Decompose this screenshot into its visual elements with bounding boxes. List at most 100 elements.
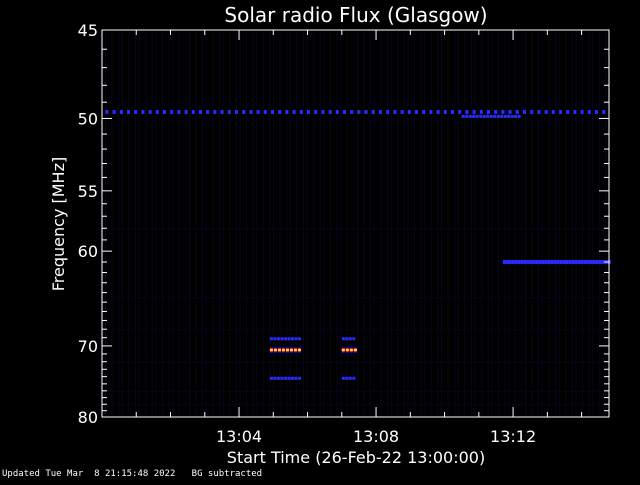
signal-dot — [530, 110, 534, 114]
signal-dot — [341, 376, 345, 380]
signal-dot — [508, 110, 512, 114]
chart-title: Solar radio Flux (Glasgow) — [224, 3, 487, 27]
background-streak — [397, 32, 399, 415]
background-streak — [558, 32, 560, 415]
background-band — [103, 329, 608, 331]
background-streak — [538, 32, 540, 415]
background-streak — [195, 32, 197, 415]
signal-dot — [515, 110, 519, 114]
background-streak — [592, 32, 594, 415]
signal-dot — [472, 114, 476, 118]
signal-dot — [352, 376, 356, 380]
signal-dot — [562, 260, 566, 264]
background-streak — [541, 32, 543, 415]
signal-dot — [451, 110, 454, 114]
background-streak — [481, 32, 483, 415]
signal-dot — [292, 110, 296, 114]
signal-dot — [119, 110, 123, 114]
signal-dot — [461, 114, 465, 118]
signal-dot — [520, 260, 524, 264]
background-streak — [313, 32, 315, 415]
signal-dot — [553, 260, 557, 264]
signal-dot — [422, 110, 426, 114]
background-streak — [370, 32, 372, 415]
background-streak — [273, 32, 274, 415]
background-streak — [571, 32, 573, 415]
signal-dot — [550, 260, 554, 264]
signal-dot — [280, 337, 284, 341]
y-tick-label: 70 — [78, 337, 98, 356]
signal-dot — [580, 260, 584, 264]
background-streak — [178, 32, 180, 415]
background-streak — [151, 32, 153, 415]
signal-dot — [105, 110, 109, 114]
background-streak — [279, 32, 281, 415]
signal-dot — [134, 110, 138, 114]
background-streak — [229, 32, 231, 415]
background-streak — [303, 32, 304, 415]
background-streak — [262, 32, 264, 415]
burst-pixel — [341, 349, 345, 351]
background-streak — [498, 32, 499, 415]
signal-dot — [500, 114, 504, 118]
bg-note: BG subtracted — [191, 469, 263, 479]
signal-dot — [486, 114, 490, 118]
background-streak — [145, 32, 147, 415]
signal-dot — [271, 110, 274, 114]
signal-dot — [348, 376, 352, 380]
signal-dot — [511, 260, 515, 264]
signal-dot — [170, 110, 174, 114]
signal-dot — [127, 110, 130, 114]
signal-dot — [489, 114, 493, 118]
signal-dot — [407, 110, 411, 114]
x-tick-label: 13:08 — [353, 427, 399, 446]
background-streak — [605, 32, 607, 415]
signal-dot — [269, 337, 273, 341]
signal-dot — [573, 110, 577, 114]
signal-dot — [242, 110, 246, 114]
background-streak — [256, 32, 258, 415]
signal-dot — [307, 110, 310, 114]
signal-dot — [249, 110, 253, 114]
signal-dot — [595, 110, 598, 114]
signal-dot — [571, 260, 575, 264]
background-band — [103, 228, 608, 230]
burst-pixel — [297, 349, 301, 351]
signal-dot — [206, 110, 210, 114]
signal-dot — [501, 110, 505, 114]
signal-dot — [529, 260, 533, 264]
signal-dot — [400, 110, 404, 114]
background-streak — [239, 32, 241, 415]
signal-dot — [465, 110, 469, 114]
signal-dot — [465, 114, 469, 118]
signal-dot — [514, 114, 518, 118]
signal-dot — [294, 337, 298, 341]
background-streak — [555, 32, 556, 415]
signal-dot — [559, 260, 563, 264]
signal-dot — [155, 110, 159, 114]
signal-dot — [350, 110, 354, 114]
signal-dot — [299, 110, 303, 114]
signal-dot — [280, 376, 284, 380]
burst-pixel — [353, 349, 357, 351]
signal-dot — [510, 114, 514, 118]
background-streak — [135, 32, 136, 415]
signal-dot — [479, 110, 483, 114]
signal-dot — [475, 114, 479, 118]
signal-dot — [191, 110, 195, 114]
signal-dot — [568, 260, 572, 264]
burst-pixel — [345, 349, 349, 351]
signal-dot — [276, 337, 280, 341]
background-streak — [336, 32, 338, 415]
signal-dot — [537, 110, 541, 114]
footer: Updated Tue Mar 8 21:15:48 2022 BG subtr… — [2, 469, 262, 479]
plot-area — [102, 30, 609, 417]
signal-dot — [263, 110, 267, 114]
background-streak — [588, 32, 590, 415]
background-streak — [504, 32, 506, 415]
x-tick-label: 13:04 — [216, 427, 262, 446]
background-streak — [474, 32, 476, 415]
signal-dot — [220, 110, 224, 114]
background-streak — [105, 32, 106, 415]
